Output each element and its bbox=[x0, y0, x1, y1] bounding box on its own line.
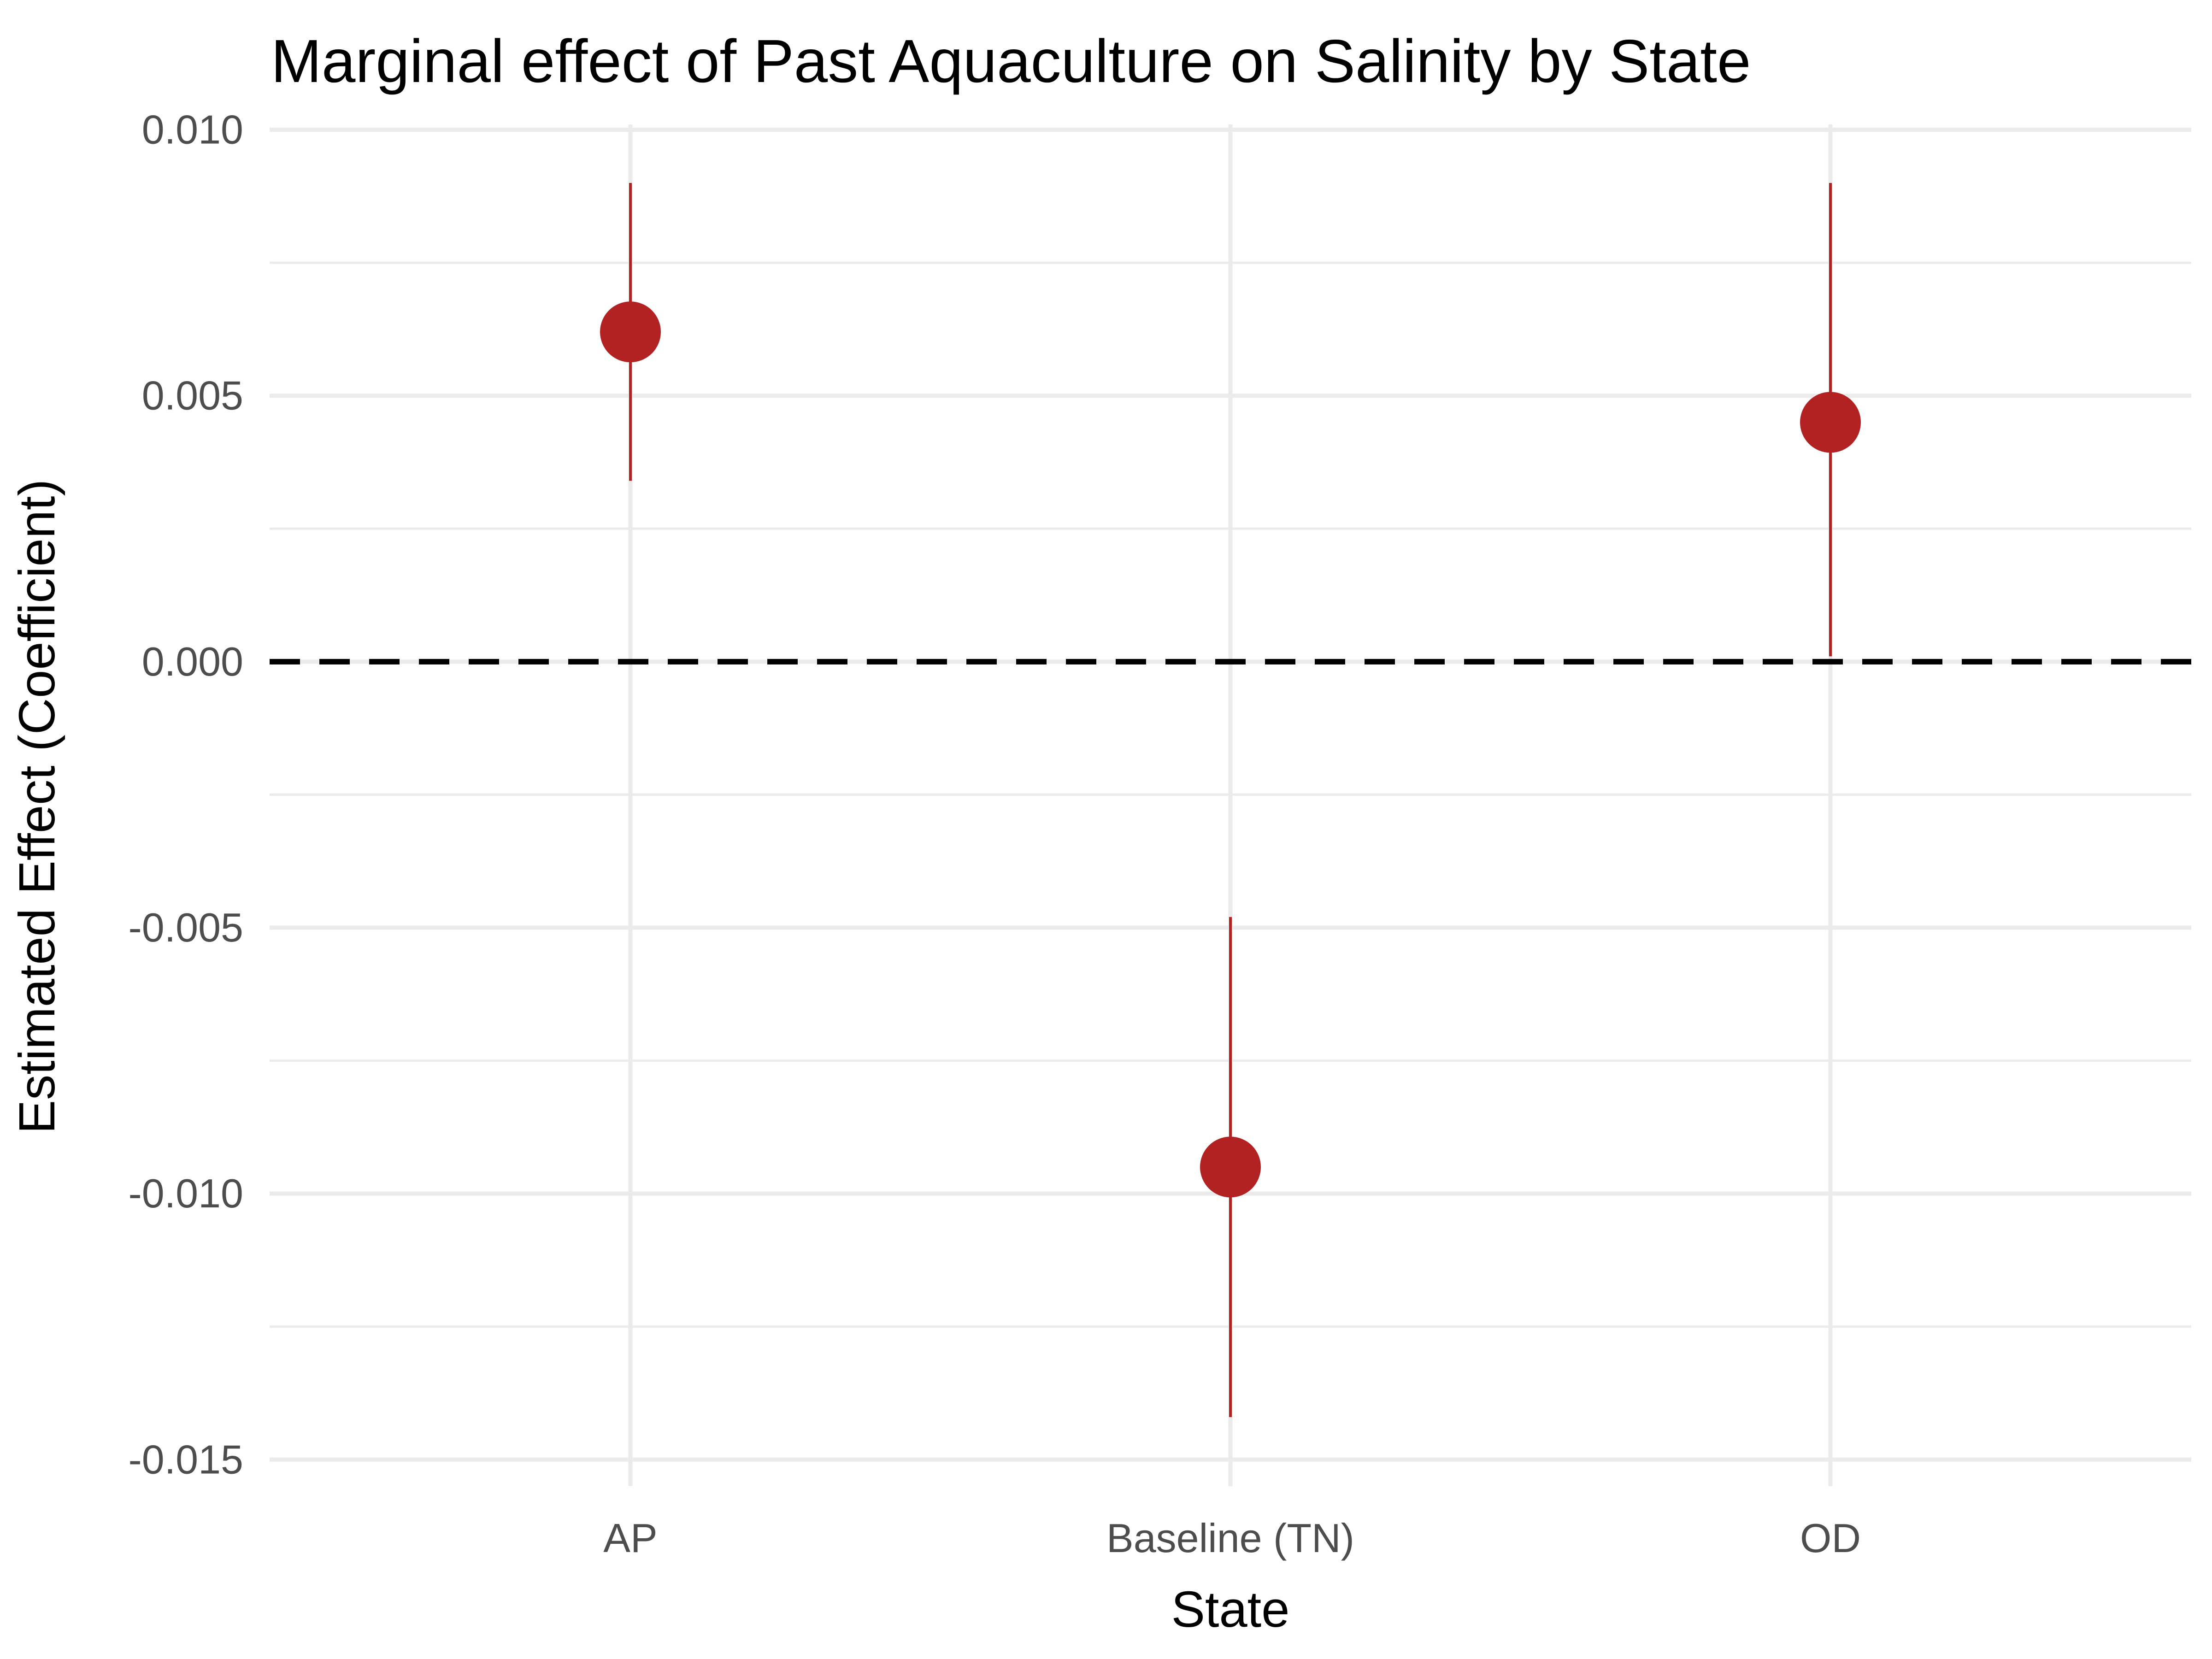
x-tick-label: Baseline (TN) bbox=[1106, 1515, 1354, 1561]
estimate-point bbox=[1800, 392, 1861, 453]
x-tick-label: OD bbox=[1800, 1515, 1861, 1561]
plot-area: -0.015 -0.010 -0.005 0.000 0.005 0.010 AP Basel… bbox=[128, 107, 2191, 1561]
x-tick-label: AP bbox=[603, 1515, 657, 1561]
y-tick-label: -0.010 bbox=[128, 1171, 243, 1216]
x-axis-title: State bbox=[1171, 1581, 1290, 1638]
estimate-point bbox=[600, 301, 661, 363]
y-tick-label: 0.000 bbox=[142, 639, 243, 684]
y-tick-label: -0.015 bbox=[128, 1436, 243, 1482]
y-axis-title: Estimated Effect (Coefficient) bbox=[9, 479, 65, 1134]
estimate-point bbox=[1200, 1136, 1261, 1198]
chart-title: Marginal effect of Past Aquaculture on S… bbox=[271, 27, 1751, 95]
y-tick-label: 0.010 bbox=[142, 107, 243, 153]
y-tick-label: 0.005 bbox=[142, 373, 243, 418]
y-tick-label: -0.005 bbox=[128, 905, 243, 950]
